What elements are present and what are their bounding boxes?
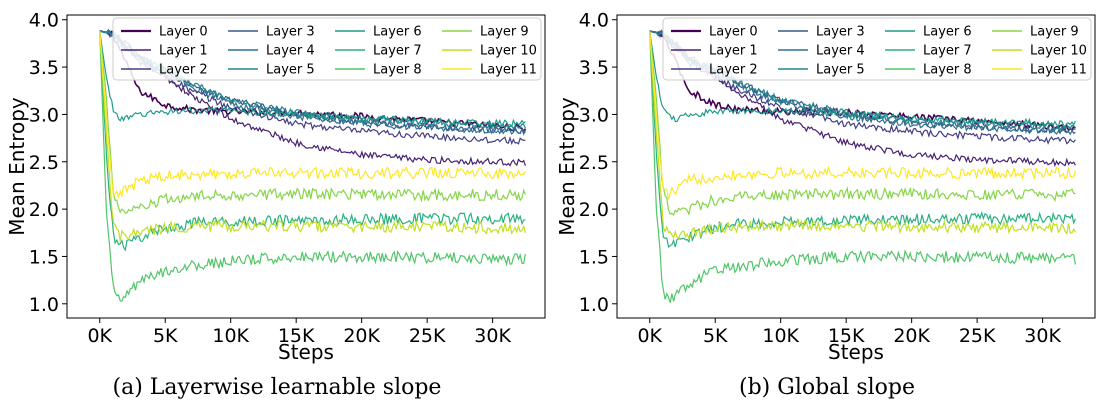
x-tick-label: 15K	[828, 325, 865, 347]
x-tick-label: 10K	[762, 325, 799, 347]
series-layer	[649, 29, 1076, 303]
series-line-layer-9	[649, 30, 1076, 216]
x-tick-label: 30K	[474, 325, 511, 347]
y-tick-label: 1.5	[29, 246, 59, 268]
legend-box	[662, 17, 1092, 81]
legend: Layer 0 Layer 1 Layer 2 Layer 3 Layer 4 Layer…	[662, 17, 1092, 81]
legend-entry: Layer 7	[373, 44, 422, 59]
y-tick-label: 3.0	[29, 104, 59, 126]
y-tick-label: 3.0	[579, 104, 609, 126]
x-tick-label: 25K	[409, 325, 446, 347]
y-axis-label: Mean Entropy	[555, 97, 579, 236]
axis-ticks: 0K 5K 10K 15K 20K 25K 30K 1.0 1.5 2.0 2.5 3.0 3.5 4.0	[29, 10, 512, 347]
y-tick-label: 2.5	[29, 152, 59, 174]
legend-entry: Layer 7	[923, 44, 972, 59]
plot-frame	[616, 14, 1096, 319]
caption: (b) Global slope	[739, 375, 915, 400]
legend-entry: Layer 8	[923, 63, 972, 78]
legend-entry: Layer 1	[159, 44, 208, 59]
series-line-layer-8	[99, 30, 526, 302]
legend-entry: Layer 0	[709, 25, 758, 40]
legend-entry: Layer 9	[480, 25, 529, 40]
plot-frame	[66, 14, 546, 319]
y-tick-label: 3.5	[29, 57, 59, 79]
legend-entry: Layer 5	[816, 63, 865, 78]
y-tick-label: 3.5	[579, 57, 609, 79]
series-line-layer-0	[649, 30, 1076, 132]
legend-entry: Layer 3	[266, 25, 315, 40]
series-line-layer-7	[649, 30, 1076, 248]
legend-entry: Layer 9	[1030, 25, 1079, 40]
series-line-layer-11	[99, 31, 526, 200]
legend-entry: Layer 6	[923, 25, 972, 40]
legend-entry: Layer 11	[480, 63, 537, 78]
legend-entry: Layer 0	[159, 25, 208, 40]
legend-entry: Layer 8	[373, 63, 422, 78]
panel-b: 0K 5K 10K 15K 20K 25K 30K 1.0 1.5 2.0 2.5 3.0 3.5 4.0…	[555, 10, 1096, 400]
legend-entry: Layer 5	[266, 63, 315, 78]
series-line-layer-6	[649, 30, 1076, 128]
x-tick-label: 20K	[893, 325, 930, 347]
x-tick-label: 25K	[959, 325, 996, 347]
series-line-layer-6	[99, 30, 526, 128]
x-tick-label: 10K	[212, 325, 249, 347]
x-tick-label: 15K	[278, 325, 315, 347]
series-line-layer-10	[99, 30, 526, 242]
series-line-layer-9	[99, 30, 526, 214]
legend-entry: Layer 4	[816, 44, 865, 59]
x-tick-label: 20K	[343, 325, 380, 347]
legend: Layer 0 Layer 1 Layer 2 Layer 3 Layer 4 Layer…	[112, 17, 542, 81]
legend-entry: Layer 10	[1030, 44, 1087, 59]
x-tick-label: 5K	[153, 325, 178, 347]
series-line-layer-10	[649, 31, 1076, 240]
x-axis-label: Steps	[278, 340, 334, 364]
y-tick-label: 4.0	[579, 10, 609, 32]
legend-entry: Layer 4	[266, 44, 315, 59]
y-tick-label: 2.0	[579, 199, 609, 221]
axis-ticks: 0K 5K 10K 15K 20K 25K 30K 1.0 1.5 2.0 2.5 3.0 3.5 4.0	[579, 10, 1062, 347]
series-line-layer-1	[649, 30, 1076, 168]
x-tick-label: 0K	[87, 325, 112, 347]
y-tick-label: 2.5	[579, 152, 609, 174]
series-line-layer-11	[649, 31, 1076, 200]
legend-entry: Layer 2	[709, 63, 758, 78]
y-tick-label: 2.0	[29, 199, 59, 221]
series-line-layer-1	[99, 29, 526, 167]
legend-entry: Layer 11	[1030, 63, 1087, 78]
legend-entry: Layer 10	[480, 44, 537, 59]
caption: (a) Layerwise learnable slope	[113, 375, 442, 400]
legend-entry: Layer 2	[159, 63, 208, 78]
y-tick-label: 1.0	[579, 294, 609, 316]
y-tick-label: 1.0	[29, 294, 59, 316]
y-tick-label: 4.0	[29, 10, 59, 32]
series-line-layer-8	[649, 30, 1076, 303]
x-tick-label: 0K	[637, 325, 662, 347]
y-tick-label: 1.5	[579, 246, 609, 268]
panel-a: 0K 5K 10K 15K 20K 25K 30K 1.0 1.5 2.0 2.5 3.0 3.5 4.0…	[5, 10, 546, 400]
legend-box	[112, 17, 542, 81]
x-tick-label: 5K	[703, 325, 728, 347]
x-tick-label: 30K	[1024, 325, 1061, 347]
legend-entry: Layer 6	[373, 25, 422, 40]
y-axis-label: Mean Entropy	[5, 97, 29, 236]
legend-entry: Layer 3	[816, 25, 865, 40]
legend-entry: Layer 1	[709, 44, 758, 59]
x-axis-label: Steps	[828, 340, 884, 364]
